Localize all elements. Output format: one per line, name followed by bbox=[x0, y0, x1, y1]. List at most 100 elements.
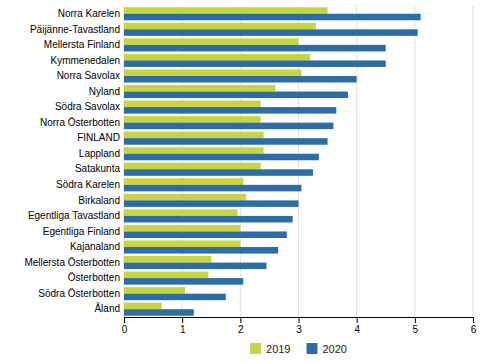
grid-line bbox=[240, 6, 241, 317]
tick: 0 bbox=[122, 317, 128, 335]
tick: Södra Savolax bbox=[55, 101, 120, 112]
tick-mark bbox=[415, 317, 416, 323]
bar bbox=[124, 14, 421, 21]
tick-label: Nyland bbox=[89, 86, 120, 97]
bar bbox=[124, 85, 275, 92]
bar bbox=[124, 154, 319, 161]
bar bbox=[124, 92, 348, 99]
bars bbox=[124, 7, 421, 316]
tick-label: Åland bbox=[94, 302, 120, 314]
bar bbox=[124, 76, 357, 83]
tick-label: Norra Karelen bbox=[58, 8, 120, 19]
tick-label: 6 bbox=[471, 324, 477, 335]
tick: FINLAND bbox=[77, 132, 120, 143]
bar bbox=[124, 29, 418, 36]
tick-label: Norra Österbotten bbox=[40, 117, 120, 128]
bar bbox=[124, 60, 386, 67]
bar bbox=[124, 69, 301, 76]
bar bbox=[124, 101, 261, 108]
bar bbox=[124, 240, 240, 247]
bar bbox=[124, 200, 299, 207]
tick: 2 bbox=[238, 317, 244, 335]
tick: 6 bbox=[471, 317, 477, 335]
tick-label: 3 bbox=[296, 324, 302, 335]
tick-label: Satakunta bbox=[75, 163, 120, 174]
legend: 2019 2020 bbox=[250, 343, 347, 355]
bar bbox=[124, 45, 386, 52]
bar bbox=[124, 178, 243, 185]
tick: Lappland bbox=[79, 148, 120, 159]
grid-line bbox=[356, 6, 357, 317]
tick-mark bbox=[473, 317, 474, 323]
bar bbox=[124, 123, 333, 130]
bar bbox=[124, 309, 194, 316]
bar bbox=[124, 38, 299, 45]
tick-label: 2 bbox=[238, 324, 244, 335]
bar bbox=[124, 138, 328, 145]
tick: 3 bbox=[296, 317, 302, 335]
tick: Mellersta Finland bbox=[44, 39, 120, 50]
y-axis: Norra Karelen Päijänne-Tavastland Mellerst… bbox=[24, 8, 120, 314]
tick-label: Egentliga Tavastland bbox=[28, 210, 120, 221]
bar bbox=[124, 231, 287, 238]
bar bbox=[124, 147, 264, 154]
tick: 5 bbox=[413, 317, 419, 335]
tick: Österbotten bbox=[68, 272, 120, 283]
tick-mark bbox=[299, 317, 300, 323]
bar bbox=[124, 7, 328, 14]
bar bbox=[124, 194, 246, 201]
tick: Satakunta bbox=[75, 163, 120, 174]
tick: Kajanaland bbox=[70, 241, 120, 252]
grid-line bbox=[414, 6, 415, 317]
bar bbox=[124, 54, 310, 61]
tick: Södra Karelen bbox=[56, 179, 120, 190]
grid bbox=[124, 6, 473, 317]
legend-swatch bbox=[307, 343, 318, 354]
legend-item: 2019 bbox=[250, 343, 290, 355]
tick-label: 1 bbox=[180, 324, 186, 335]
bar bbox=[124, 216, 293, 223]
tick-label: 0 bbox=[122, 324, 128, 335]
tick-label: Södra Karelen bbox=[56, 179, 120, 190]
bar bbox=[124, 132, 264, 139]
tick-label: Södra Savolax bbox=[55, 101, 120, 112]
tick-label: Birkaland bbox=[78, 195, 120, 206]
tick-label: Södra Österbotten bbox=[38, 288, 120, 299]
tick-mark bbox=[182, 317, 183, 323]
tick: Norra Österbotten bbox=[40, 117, 120, 128]
tick-label: 4 bbox=[354, 324, 360, 335]
tick: Päijänne-Tavastland bbox=[30, 24, 120, 35]
tick-label: Kajanaland bbox=[70, 241, 120, 252]
bar bbox=[124, 209, 237, 216]
tick-label: FINLAND bbox=[77, 132, 120, 143]
tick-label: Egentliga Finland bbox=[43, 226, 120, 237]
bar bbox=[124, 163, 261, 170]
bar bbox=[124, 287, 185, 294]
tick: Kymmenedalen bbox=[51, 55, 120, 66]
tick-label: Norra Savolax bbox=[57, 70, 120, 81]
tick-label: Mellersta Finland bbox=[44, 39, 120, 50]
tick-label: Lappland bbox=[79, 148, 120, 159]
bar bbox=[124, 247, 278, 254]
tick-label: Österbotten bbox=[68, 272, 120, 283]
tick: 1 bbox=[180, 317, 186, 335]
tick: Norra Savolax bbox=[57, 70, 120, 81]
grid-line bbox=[182, 6, 183, 317]
tick: Mellersta Österbotten bbox=[24, 257, 120, 268]
chart: 0 1 2 3 4 5 6 Norra Karelen Päijänne-Tavastland M… bbox=[0, 0, 487, 363]
bar bbox=[124, 263, 267, 270]
bar bbox=[124, 278, 243, 285]
tick: Södra Österbotten bbox=[38, 288, 120, 299]
tick: Egentliga Finland bbox=[43, 226, 120, 237]
grid-line bbox=[298, 6, 299, 317]
tick: Egentliga Tavastland bbox=[28, 210, 120, 221]
tick-label: 5 bbox=[413, 324, 419, 335]
bar-series bbox=[124, 7, 328, 309]
legend-item: 2020 bbox=[307, 343, 347, 355]
bar bbox=[124, 23, 316, 30]
tick: Norra Karelen bbox=[58, 8, 120, 19]
bar bbox=[124, 272, 208, 279]
bar bbox=[124, 303, 162, 310]
bar bbox=[124, 225, 240, 232]
plot: 0 1 2 3 4 5 6 Norra Karelen Päijänne-Tavastland M… bbox=[24, 6, 476, 335]
